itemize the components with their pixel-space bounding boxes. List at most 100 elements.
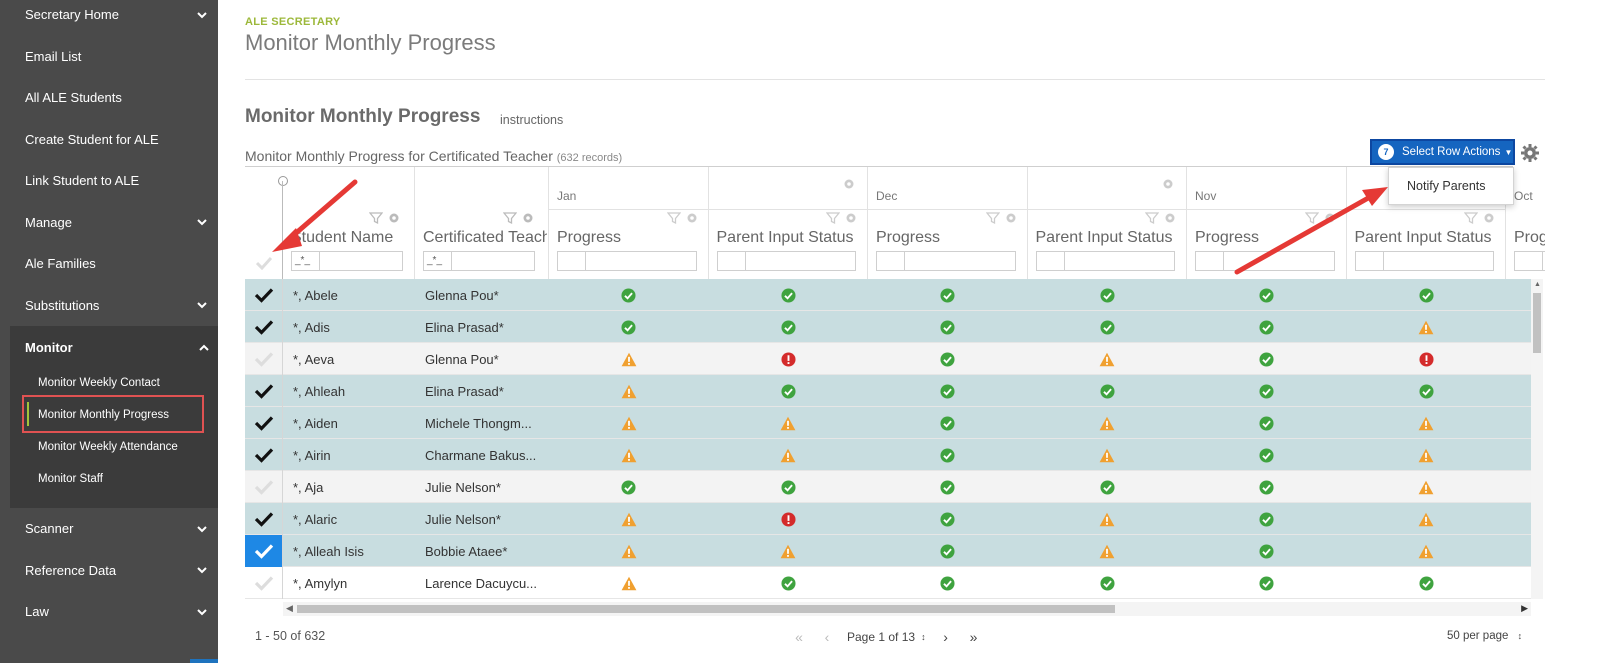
filter-icon[interactable] — [1304, 211, 1319, 225]
column-title[interactable]: Progress — [1514, 229, 1545, 246]
select-all-checkbox[interactable] — [245, 247, 283, 279]
filter-icon[interactable] — [1463, 211, 1479, 225]
row-select-checkbox[interactable] — [245, 343, 283, 375]
column-title[interactable]: Parent Input Status — [1035, 229, 1173, 246]
column-title[interactable]: Progress — [1195, 229, 1260, 246]
first-page-icon[interactable]: « — [795, 629, 803, 645]
row-select-checkbox[interactable] — [245, 407, 283, 439]
gear-icon[interactable] — [1161, 177, 1175, 191]
row-select-checkbox[interactable] — [245, 535, 283, 567]
notify-parents-menu-item[interactable]: Notify Parents — [1407, 179, 1486, 193]
horizontal-scrollbar[interactable]: ◀ ▶ — [283, 602, 1531, 616]
scroll-up-icon[interactable]: ▲ — [1534, 281, 1541, 288]
column-filter-input[interactable] — [1514, 251, 1545, 271]
table-row[interactable]: *, Alleah Isis Bobbie Ataee* — [245, 535, 1531, 567]
chevron-down-icon[interactable] — [196, 564, 208, 576]
filter-icon[interactable] — [825, 211, 841, 225]
filter-icon[interactable] — [666, 211, 681, 225]
row-select-checkbox[interactable] — [245, 311, 283, 343]
sidebar-subitem-monitor-monthly-progress[interactable]: Monitor Monthly Progress — [38, 409, 170, 421]
row-select-checkbox[interactable] — [245, 279, 283, 311]
column-title[interactable]: Parent Input Status — [716, 229, 854, 246]
filter-icon[interactable] — [1144, 211, 1160, 225]
column-filter-input[interactable] — [1035, 251, 1175, 271]
gear-icon[interactable] — [844, 211, 858, 225]
chevron-down-icon[interactable] — [196, 523, 208, 535]
row-select-checkbox[interactable] — [245, 439, 283, 471]
row-select-checkbox[interactable] — [245, 471, 283, 503]
sidebar-subitem-monitor-staff[interactable]: Monitor Staff — [38, 473, 103, 485]
filter-operator[interactable]: _*_ — [292, 252, 320, 270]
gear-icon[interactable] — [387, 211, 401, 225]
sidebar-item-all-ale-students[interactable]: All ALE Students — [0, 77, 218, 118]
sidebar-group-label[interactable]: Monitor — [25, 340, 73, 355]
student-name-filter-input[interactable]: _*_ — [291, 251, 403, 271]
filter-icon[interactable] — [368, 211, 384, 225]
sidebar-item-substitutions[interactable]: Substitutions — [0, 285, 218, 326]
gear-icon[interactable] — [1163, 211, 1177, 225]
table-row[interactable]: *, Amylyn Larence Dacuycu... — [245, 567, 1531, 599]
table-row[interactable]: *, Aiden Michele Thongm... — [245, 407, 1531, 439]
table-row[interactable]: *, Ahleah Elina Prasad* — [245, 375, 1531, 407]
sidebar-item-manage[interactable]: Manage — [0, 202, 218, 243]
column-filter-input[interactable] — [1195, 251, 1335, 271]
scroll-right-icon[interactable]: ▶ — [1521, 603, 1528, 613]
column-filter-input[interactable] — [716, 251, 856, 271]
sidebar-subitem-monitor-weekly-attendance[interactable]: Monitor Weekly Attendance — [38, 441, 178, 453]
teacher-filter-input[interactable]: _*_ — [423, 251, 535, 271]
column-title[interactable]: Student Name — [291, 229, 394, 246]
gear-icon[interactable] — [1323, 211, 1337, 225]
scroll-thumb[interactable] — [1533, 293, 1541, 353]
page-select[interactable]: Page 1 of 13 ↕ — [847, 630, 926, 644]
column-filter-input[interactable] — [557, 251, 697, 271]
gear-icon[interactable] — [1482, 211, 1496, 225]
chevron-down-icon[interactable] — [196, 216, 208, 228]
sidebar-item-email-list[interactable]: Email List — [0, 36, 218, 77]
gear-icon[interactable] — [1004, 211, 1018, 225]
gear-icon[interactable] — [1520, 143, 1540, 163]
sidebar-item-ale-families[interactable]: Ale Families — [0, 243, 218, 284]
vertical-scrollbar[interactable]: ▲ — [1531, 279, 1543, 599]
scroll-thumb[interactable] — [297, 605, 1115, 613]
table-row[interactable]: *, Alaric Julie Nelson* — [245, 503, 1531, 535]
table-row[interactable]: *, Abele Glenna Pou* — [245, 279, 1531, 311]
per-page-select[interactable]: 50 per page ↕ — [1447, 630, 1522, 642]
instructions-link[interactable]: instructions — [500, 113, 564, 127]
sidebar-item-link-student-to-ale[interactable]: Link Student to ALE — [0, 160, 218, 201]
column-title[interactable]: Progress — [557, 229, 622, 246]
chevron-down-icon[interactable] — [196, 9, 208, 21]
column-title[interactable]: Parent Input Status — [1354, 229, 1492, 246]
column-title[interactable]: Progress — [876, 229, 941, 246]
chevron-down-icon[interactable] — [196, 606, 208, 618]
scroll-left-icon[interactable]: ◀ — [286, 603, 293, 613]
sidebar-item-law[interactable]: Law — [0, 591, 218, 632]
filter-icon[interactable] — [985, 211, 1000, 225]
row-select-checkbox[interactable] — [245, 503, 283, 535]
chevron-down-icon[interactable] — [196, 299, 208, 311]
chevron-up-icon[interactable] — [198, 341, 210, 353]
next-page-icon[interactable]: › — [943, 629, 948, 645]
last-page-icon[interactable]: » — [969, 629, 978, 645]
row-select-checkbox[interactable] — [245, 375, 283, 407]
filter-operator[interactable]: _*_ — [424, 252, 452, 270]
sidebar-item-scanner[interactable]: Scanner — [0, 508, 218, 549]
row-select-checkbox[interactable] — [245, 567, 283, 599]
column-filter-input[interactable] — [876, 251, 1016, 271]
sidebar-item-secretary-home[interactable]: Secretary Home — [0, 0, 218, 35]
prev-page-icon[interactable]: ‹ — [824, 629, 830, 645]
sidebar-item-reference-data[interactable]: Reference Data — [0, 550, 218, 591]
filter-icon[interactable] — [502, 211, 518, 225]
table-row[interactable]: *, Airin Charmane Bakus... — [245, 439, 1531, 471]
sidebar-subitem-monitor-weekly-contact[interactable]: Monitor Weekly Contact — [38, 377, 160, 389]
table-row[interactable]: *, Aja Julie Nelson* — [245, 471, 1531, 503]
sidebar-item-create-student-for-ale[interactable]: Create Student for ALE — [0, 119, 218, 160]
check-circle-icon — [1419, 383, 1434, 399]
gear-icon[interactable] — [685, 211, 699, 225]
column-filter-input[interactable] — [1354, 251, 1494, 271]
table-row[interactable]: *, Aeva Glenna Pou* — [245, 343, 1531, 375]
gear-icon[interactable] — [842, 177, 856, 191]
column-title[interactable]: Certificated Teacher — [423, 229, 547, 246]
table-row[interactable]: *, Adis Elina Prasad* — [245, 311, 1531, 343]
gear-icon[interactable] — [521, 211, 535, 225]
select-row-actions-button[interactable]: 7 Select Row Actions ▼ — [1370, 139, 1515, 165]
